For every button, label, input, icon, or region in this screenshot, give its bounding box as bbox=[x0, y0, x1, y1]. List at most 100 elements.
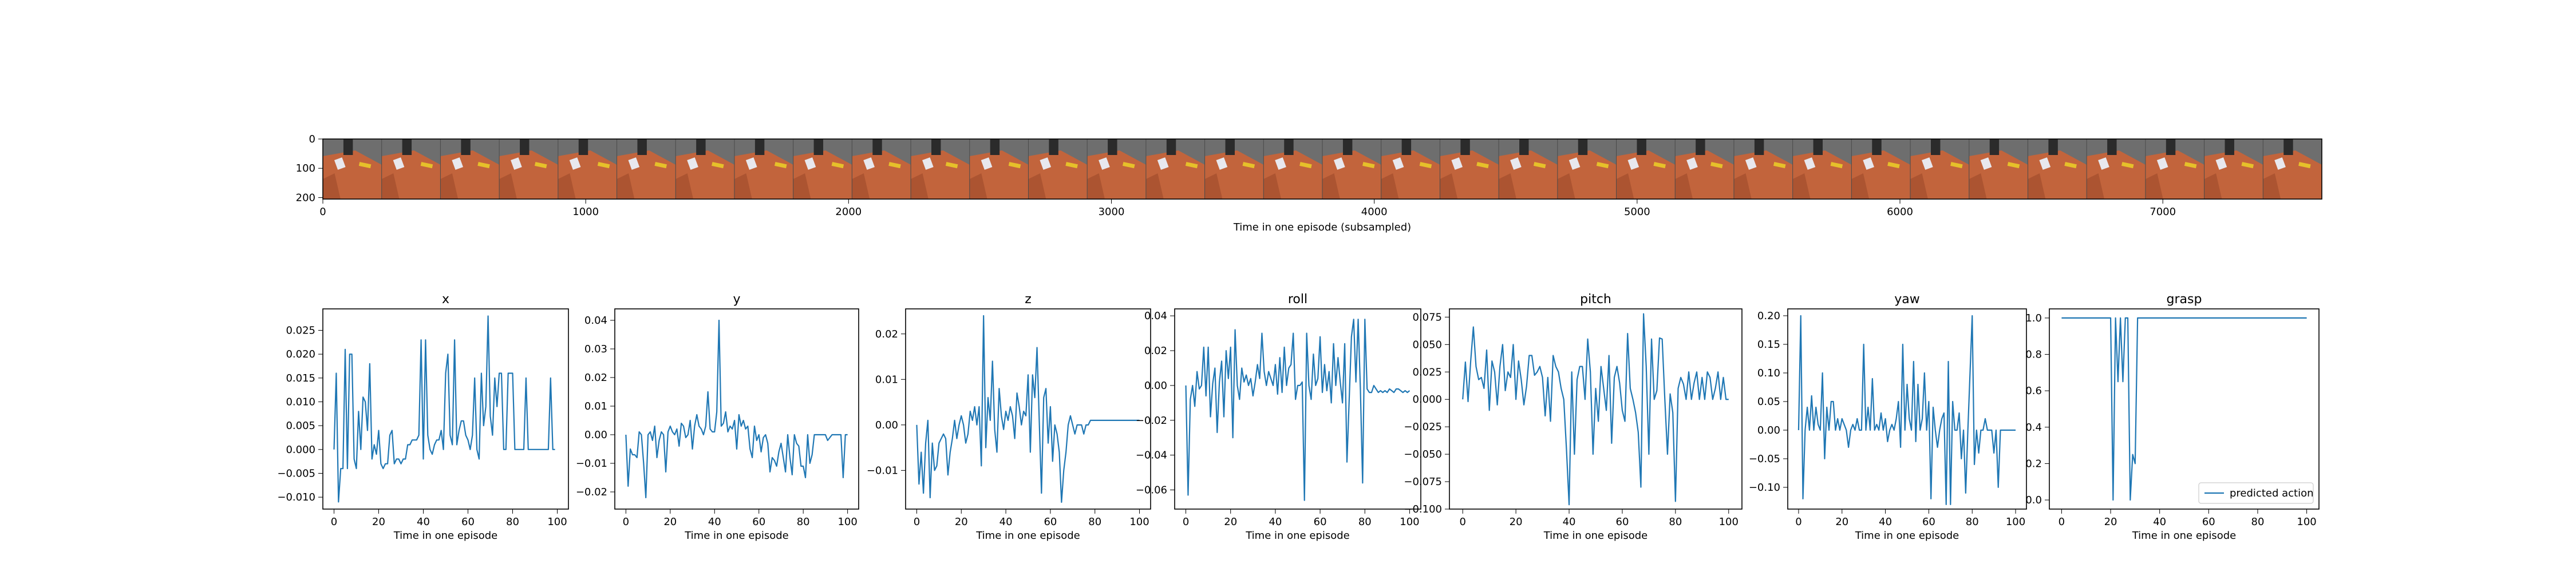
x-tick-label: 20 bbox=[955, 516, 968, 528]
episode-frame bbox=[381, 139, 441, 199]
frame-robot-arm bbox=[1460, 139, 1470, 155]
frame-object-white bbox=[922, 157, 934, 170]
series-line bbox=[333, 315, 555, 503]
legend-box bbox=[2198, 482, 2314, 504]
y-tick-label: −0.02 bbox=[1136, 415, 1167, 427]
frame-object-white bbox=[2274, 157, 2286, 170]
frame-object-yellow bbox=[1830, 162, 1843, 169]
episode-frame bbox=[1028, 139, 1088, 199]
y-tick-label: 0.04 bbox=[584, 315, 607, 327]
frame-object-yellow bbox=[420, 162, 433, 169]
episode-frame bbox=[910, 139, 970, 199]
frame-robot-arm bbox=[1989, 139, 2000, 155]
episode-frame bbox=[322, 139, 382, 199]
x-tick-label: 0 bbox=[1795, 516, 1801, 528]
episode-frame bbox=[1851, 139, 1911, 199]
frame-object-yellow bbox=[1122, 162, 1135, 169]
y-tick-label: 0.6 bbox=[2025, 385, 2042, 397]
frame-object-yellow bbox=[831, 162, 844, 169]
plot-frame bbox=[1449, 308, 1743, 510]
frame-object-yellow bbox=[2007, 162, 2020, 169]
chart-roll: roll 0 20 40 60 80 100 −0.06 −0.04 −0.02 0.00 0.02 0… bbox=[1136, 292, 1421, 542]
frame-table-shadow bbox=[440, 173, 459, 199]
x-tick-label: 60 bbox=[1314, 516, 1327, 528]
frame-object-yellow bbox=[1419, 162, 1432, 169]
episode-frame bbox=[1381, 139, 1440, 199]
episode-frame bbox=[793, 139, 852, 199]
frame-object-yellow bbox=[1242, 162, 1255, 169]
frame-object-white bbox=[628, 157, 640, 170]
episode-frame bbox=[440, 139, 500, 199]
frame-object-white bbox=[2098, 157, 2109, 170]
frame-robot-arm bbox=[1872, 139, 1882, 155]
frame-object-white bbox=[1333, 157, 1345, 170]
frame-table-shadow bbox=[1851, 173, 1870, 199]
frame-object-white bbox=[863, 157, 875, 170]
y-tick-label: 0.03 bbox=[584, 343, 607, 355]
episode-frame bbox=[558, 139, 617, 199]
plot-frame bbox=[322, 308, 569, 510]
frame-object-white bbox=[511, 157, 522, 170]
y-tick-label: 0.02 bbox=[1144, 345, 1167, 357]
frame-robot-arm bbox=[990, 139, 1000, 155]
x-tick-label: 20 bbox=[1510, 516, 1523, 528]
frame-object-yellow bbox=[1773, 162, 1786, 169]
episode-frame bbox=[2145, 139, 2204, 199]
x-tick-label: 0 bbox=[319, 206, 326, 218]
frame-table-shadow bbox=[1675, 173, 1693, 199]
x-tick-label: 4000 bbox=[1361, 206, 1388, 218]
y-tick-label: 0.01 bbox=[875, 374, 898, 386]
frame-robot-arm bbox=[2283, 139, 2293, 155]
chart-title: pitch bbox=[1580, 292, 1611, 307]
episode-frame bbox=[1498, 139, 1558, 199]
chart-title: y bbox=[733, 292, 740, 307]
chart-z: z 0 20 40 60 80 100 −0.01 0.00 0.01 0.02 Time in on… bbox=[867, 292, 1151, 542]
x-axis-label: Time in one episode bbox=[1855, 530, 1959, 542]
episode-frame bbox=[1263, 139, 1322, 199]
episode-frame bbox=[1086, 139, 1146, 199]
y-tick-label: 0.00 bbox=[584, 429, 607, 441]
chart-pitch: pitch 0 20 40 60 80 100 −0.100 −0.075 −0.050 −0.02… bbox=[1404, 292, 1743, 542]
x-tick-label: 60 bbox=[752, 516, 765, 528]
episode-frame bbox=[1204, 139, 1264, 199]
frame-object-white bbox=[981, 157, 993, 170]
y-tick-label: 0.050 bbox=[1412, 339, 1442, 351]
frame-object-yellow bbox=[1533, 162, 1546, 169]
frame-object-yellow bbox=[1008, 162, 1021, 169]
y-tick-label: 0.025 bbox=[1412, 366, 1442, 378]
x-tick-label: 0 bbox=[623, 516, 629, 528]
frame-table-shadow bbox=[1322, 173, 1340, 199]
x-tick-label: 0 bbox=[1460, 516, 1466, 528]
x-tick-label: 80 bbox=[1358, 516, 1372, 528]
chart-title: z bbox=[1025, 292, 1032, 307]
frame-table-shadow bbox=[2028, 173, 2046, 199]
x-tick-label: 60 bbox=[1922, 516, 1935, 528]
y-tick-label: −0.005 bbox=[277, 468, 315, 480]
y-tick-label: 200 bbox=[296, 192, 315, 204]
y-tick-label: −0.01 bbox=[576, 458, 607, 470]
frame-robot-arm bbox=[2166, 139, 2176, 155]
frame-table-shadow bbox=[1440, 173, 1458, 199]
y-tick-label: 0.015 bbox=[286, 372, 315, 384]
frame-robot-arm bbox=[1519, 139, 1529, 155]
frame-table-shadow bbox=[1910, 173, 1928, 199]
episode-frame bbox=[1439, 139, 1499, 199]
episode-frame bbox=[1322, 139, 1381, 199]
frame-table-shadow bbox=[793, 173, 811, 199]
episode-frame bbox=[734, 139, 793, 199]
frame-table-shadow bbox=[617, 173, 635, 199]
frame-robot-arm bbox=[1342, 139, 1353, 155]
frame-object-yellow bbox=[654, 162, 667, 169]
y-tick-label: 0.025 bbox=[286, 325, 315, 337]
y-tick-label: 0.010 bbox=[286, 396, 315, 408]
series-line bbox=[916, 315, 1140, 503]
frame-robot-arm bbox=[1166, 139, 1176, 155]
frame-robot-arm bbox=[1284, 139, 1294, 155]
chart-title: roll bbox=[1288, 292, 1307, 307]
frame-object-white bbox=[334, 157, 346, 170]
frame-object-white bbox=[1157, 157, 1169, 170]
y-tick-label: 1.0 bbox=[2025, 312, 2042, 324]
y-tick-label: 0.005 bbox=[286, 420, 315, 432]
frame-object-yellow bbox=[597, 162, 610, 169]
x-tick-label: 80 bbox=[506, 516, 519, 528]
